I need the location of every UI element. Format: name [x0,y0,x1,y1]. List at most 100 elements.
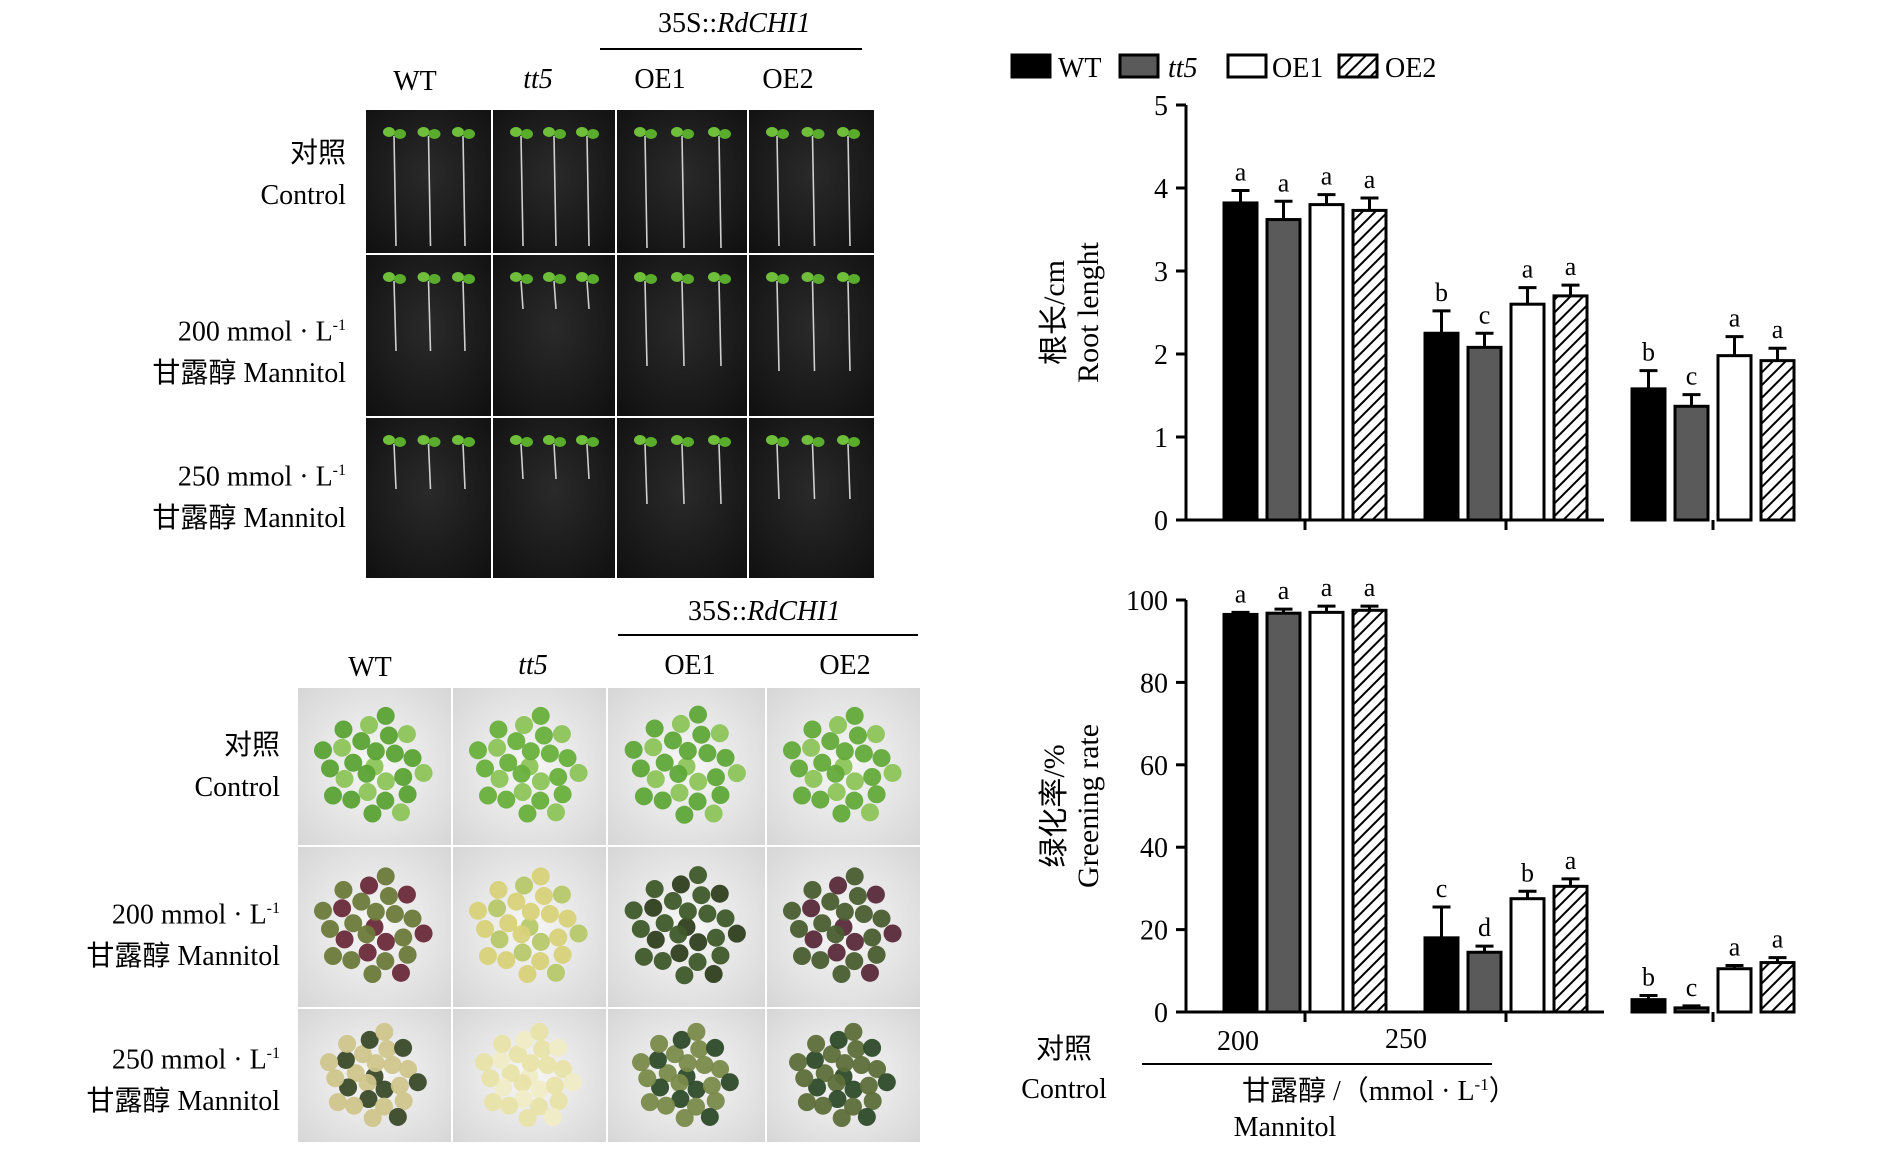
plant-leaf [689,705,708,724]
plant-leaf [385,744,404,763]
plant-leaf [334,720,353,739]
plant-leaf [827,783,846,802]
seedling-leaf [848,129,860,139]
plant-leaf [358,943,377,962]
row-label-250: 250 mmol · L-1 甘露醇 Mannitol [152,461,346,535]
plant-leaf [379,887,398,906]
bar-wt [1630,998,1667,1014]
charts-svg: WT tt5 OE1 OE2 0 1 2 3 4 5 根长/cm Root lenght a b b a c c… [1010,53,1796,1143]
plant-leaf [663,891,682,910]
plant-leaf [553,945,572,964]
legend-label: tt5 [1168,53,1198,84]
plant-leaf [507,892,526,911]
plant-leaf [638,1069,657,1088]
seedling-leaf [837,272,849,282]
plant-leaf [653,951,672,970]
seedling-leaf [554,437,566,447]
seedling-leaf [576,127,588,137]
plant-leaf [655,753,674,772]
plant-leaf [558,909,577,928]
plant-leaf [552,885,571,904]
y-tick-label: 4 [1154,174,1168,205]
seedling-leaf [510,435,522,445]
plant-leaf [534,726,553,745]
plant-leaf [543,1107,562,1126]
plant-leaf [344,753,363,772]
y-axis-label-cn: 绿化率/% [1038,744,1071,867]
seedling-leaf [452,127,464,137]
treatment-label-main: 甘露醇 /（mmol · L [1242,1075,1475,1107]
significance-label: b [1435,278,1448,307]
seedling-root [393,135,397,247]
plant-leaf [521,902,540,921]
plant-leaf [408,1073,427,1092]
row-label-control: 对照 Control [260,138,346,211]
plant-leaf [848,887,867,906]
plant-leaf [692,886,711,905]
y-axis-label-en: Root lenght [1072,241,1105,382]
seedling-leaf [543,435,555,445]
seedling-root [393,280,397,352]
plant-leaf [811,951,830,970]
plant-leaf [531,706,550,725]
significance-label: a [1235,157,1247,186]
plant-leaf [530,1080,549,1099]
plant-leaf [872,909,891,928]
seedling-leaf [428,274,441,284]
seedling-leaf [812,129,825,139]
bar-tt5 [1673,404,1710,522]
seedling-leaf [543,127,555,137]
seedling-leaf [394,274,406,284]
plant-leaf [645,880,664,899]
significance-label: a [1772,315,1784,344]
bar-wt [1222,201,1259,522]
seedling-root [586,135,590,247]
seedling-root [847,135,851,247]
plant-leaf [494,1078,513,1097]
plant-leaf [653,791,672,810]
plant-leaf [802,899,821,918]
plant-leaf [313,741,332,760]
plant-leaf [631,919,650,938]
plant-leaf [383,1056,402,1075]
plant-leaf [650,1034,669,1053]
plant-leaf [835,742,854,761]
plant-leaf [549,928,568,947]
seedling-leaf [383,272,395,282]
plant-leaf [320,1053,339,1072]
plant-leaf [531,791,550,810]
col-label-wt: WT [393,66,437,97]
bar-wt [1423,936,1460,1014]
seedling-root [553,280,557,310]
plant-leaf [478,947,497,966]
plant-leaf [663,731,682,750]
plant-leaf [702,1076,721,1095]
plant-leaf [805,1050,824,1069]
seedling-leaf [682,437,694,447]
bar-oe1 [1509,302,1546,522]
plant-leaf [687,1097,706,1116]
plant-leaf [534,887,553,906]
plant-leaf [334,880,353,899]
plant-leaf [515,876,534,895]
y-axis-label-en: Greening rate [1072,724,1105,888]
plant-leaf [644,898,663,917]
plant-leaf [376,772,395,791]
seedling-root [718,280,722,367]
plant-leaf [366,742,385,761]
seedling-leaf [777,129,789,139]
seedling-photo-grid [366,110,876,580]
plant-leaf [323,947,342,966]
seedling-leaf [766,435,778,445]
plant-leaf [789,1053,808,1072]
plant-leaf [863,1038,882,1057]
plant-leaf [822,1045,841,1064]
plant-leaf [483,1093,502,1112]
plant-leaf [554,1060,573,1079]
col-label-oe1-2: OE1 [664,650,716,681]
plant-leaf [671,875,690,894]
plant-leaf [688,792,707,811]
seedling-root [393,443,397,490]
plant-leaf [658,1064,677,1083]
plant-leaf [363,804,382,823]
